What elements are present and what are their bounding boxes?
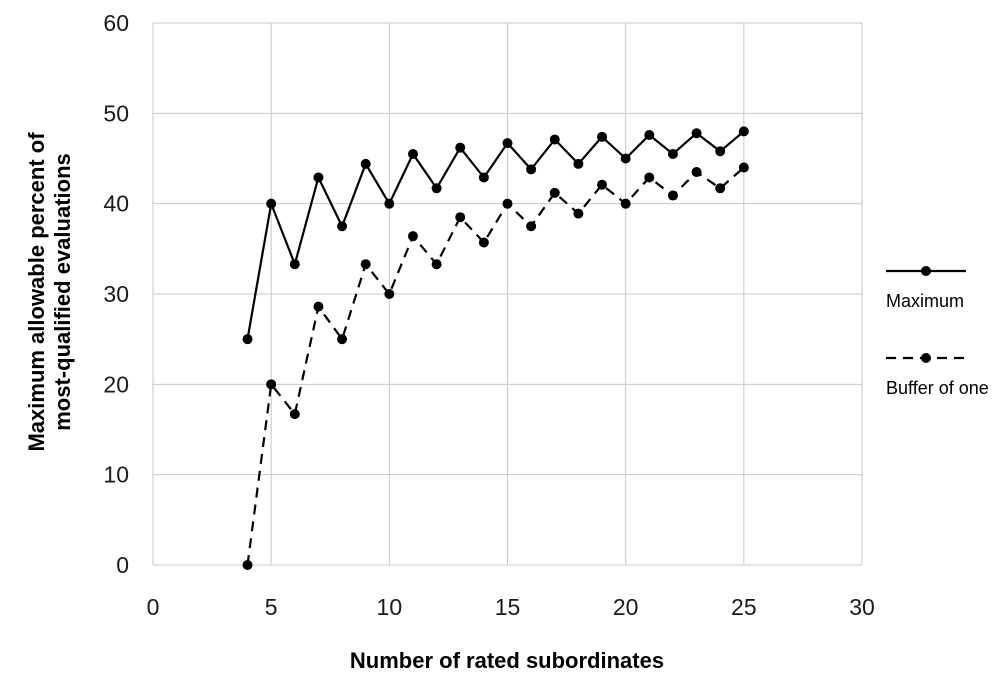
- series-0-point: [242, 334, 253, 345]
- series-0-point: [597, 131, 608, 142]
- series-0-point: [573, 158, 584, 169]
- series-1-point: [478, 237, 489, 248]
- x-tick-label: 30: [849, 594, 875, 620]
- y-tick-label: 50: [103, 100, 129, 126]
- series-0-point: [360, 158, 371, 169]
- series-0-point: [526, 164, 537, 175]
- series-1-point: [738, 162, 749, 173]
- series-1-point: [242, 560, 253, 570]
- series-1-point: [502, 198, 513, 209]
- series-0-point: [431, 183, 442, 194]
- x-tick-label: 0: [147, 594, 160, 620]
- grid: [152, 22, 863, 566]
- series-0-point: [313, 172, 324, 183]
- series-0-point: [738, 126, 749, 137]
- series-0-point: [337, 221, 348, 232]
- series-0-point: [266, 198, 277, 209]
- series-1-point: [691, 167, 702, 178]
- x-tick-label: 20: [613, 594, 639, 620]
- y-axis-title-line-1: Maximum allowable percent of: [24, 132, 49, 452]
- legend-label-1: Buffer of one: [886, 378, 989, 398]
- series-1-point: [620, 198, 631, 209]
- series-0-point: [407, 148, 418, 159]
- series-lines: [242, 126, 749, 570]
- series-line-0: [246, 130, 745, 340]
- series-0-point: [667, 148, 678, 159]
- y-tick-label: 40: [103, 191, 129, 217]
- y-tick-label: 30: [103, 281, 129, 307]
- x-tick-label: 5: [265, 594, 278, 620]
- series-1-point: [526, 221, 537, 232]
- series-1-point: [289, 409, 300, 420]
- legend: Maximum Buffer of one: [886, 266, 989, 398]
- y-tick-label: 0: [116, 552, 129, 578]
- series-1-point: [549, 187, 560, 198]
- series-1-point: [455, 212, 466, 223]
- x-tick-label: 15: [495, 594, 521, 620]
- series-1-point: [360, 259, 371, 270]
- x-tick-label: 25: [731, 594, 757, 620]
- series-0-point: [478, 172, 489, 183]
- series-1-point: [597, 179, 608, 190]
- series-0-point: [644, 130, 655, 141]
- series-0-point: [549, 134, 560, 145]
- series-0-point: [620, 153, 631, 164]
- series-1-point: [313, 301, 324, 312]
- series-0-point: [384, 198, 395, 209]
- series-0-point: [715, 146, 726, 157]
- y-axis-title-line-2: most-qualified evaluations: [50, 153, 75, 431]
- series-1-point: [384, 289, 395, 299]
- series-1-point: [337, 334, 348, 345]
- y-tick-label: 60: [103, 10, 129, 36]
- series-0-point: [289, 259, 300, 270]
- series-line-1: [246, 166, 745, 566]
- legend-label-0: Maximum: [886, 291, 964, 311]
- series-1-point: [667, 190, 678, 201]
- series-1-point: [431, 259, 442, 270]
- series-1-point: [266, 379, 277, 390]
- y-tick-label: 20: [103, 371, 129, 397]
- legend-marker-0: [921, 266, 931, 276]
- y-tick-label: 10: [103, 462, 129, 488]
- series-1-point: [644, 172, 655, 183]
- legend-marker-1: [921, 353, 931, 363]
- x-axis-title: Number of rated subordinates: [350, 648, 664, 673]
- series-1-point: [407, 231, 418, 242]
- series-0-point: [455, 142, 466, 153]
- series-1-point: [573, 208, 584, 219]
- x-tick-label: 10: [377, 594, 403, 620]
- series-0-point: [502, 138, 513, 149]
- series-1-point: [715, 183, 726, 194]
- series-0-point: [691, 128, 702, 139]
- y-axis-title: Maximum allowable percent of most-qualif…: [24, 132, 75, 452]
- tick-labels: 0 5 10 15 20 25 30 0 10 20 30 40 50 60: [103, 10, 874, 620]
